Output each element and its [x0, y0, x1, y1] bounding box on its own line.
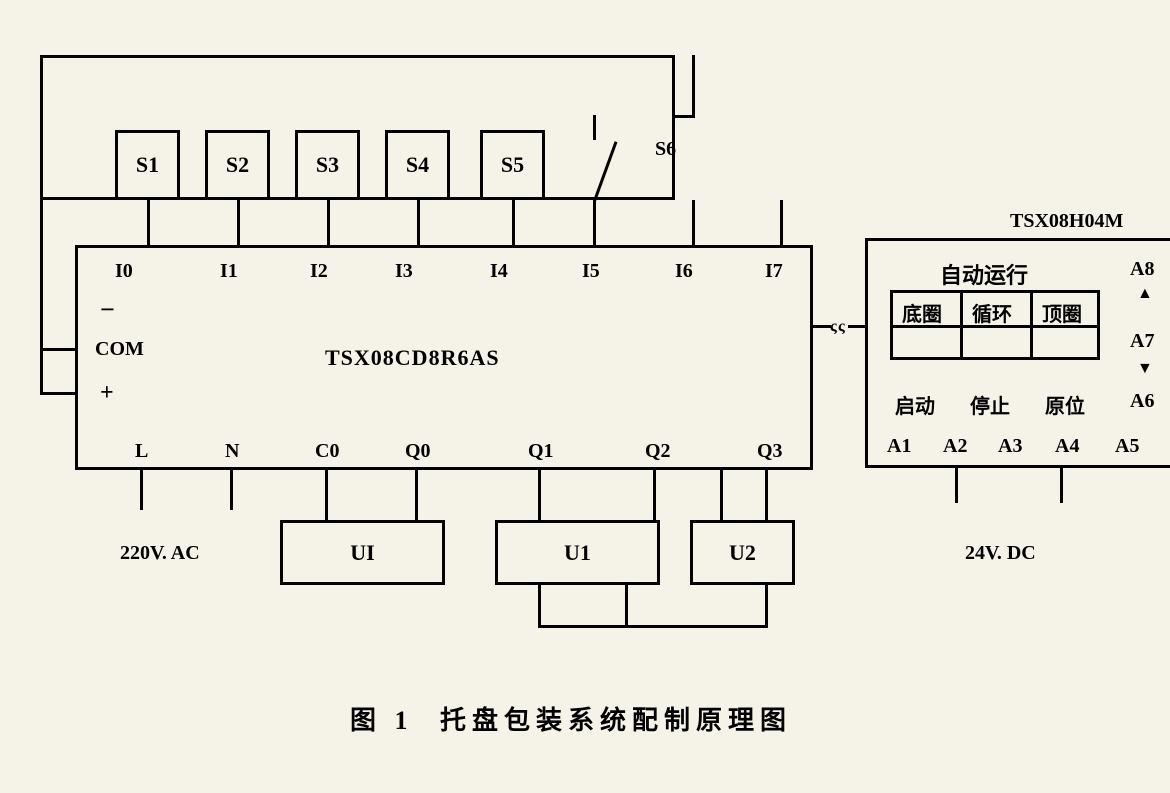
hmi-a3: A3: [998, 435, 1022, 458]
switch-s2: S2: [205, 130, 270, 200]
hmi-a4: A4: [1055, 435, 1079, 458]
switch-s3: S3: [295, 130, 360, 200]
wire: [40, 200, 43, 395]
wire: [230, 470, 233, 510]
plc-input-i6: I6: [675, 260, 693, 283]
table-divider: [1030, 290, 1033, 360]
wire: [538, 470, 541, 520]
diagram-canvas: S1 S2 S3 S4 S5 S6 I0 I1 I2 I3 I4 I5 I6 I…: [20, 20, 1170, 773]
u-label: U1: [564, 540, 591, 566]
hmi-a7: A7: [1130, 330, 1154, 353]
wire: [955, 468, 958, 503]
hmi-inner-2: 循环: [972, 298, 1012, 327]
plc-input-i3: I3: [395, 260, 413, 283]
u-box-ui: UI: [280, 520, 445, 585]
u-label: U2: [729, 540, 756, 566]
hmi-a2: A2: [943, 435, 967, 458]
hmi-a1: A1: [887, 435, 911, 458]
switch-label: S4: [406, 152, 429, 178]
plc-com: COM: [95, 338, 144, 361]
wire: [780, 200, 783, 245]
wire: [417, 200, 420, 245]
wire: [140, 470, 143, 510]
plc-bottom-c0: C0: [315, 440, 339, 463]
wire: [40, 348, 75, 351]
switch-s1: S1: [115, 130, 180, 200]
u-box-u2: U2: [690, 520, 795, 585]
plc-input-i5: I5: [582, 260, 600, 283]
wire: [848, 325, 865, 328]
wire: [625, 585, 628, 625]
wire: [653, 470, 656, 520]
serial-link-icon: ς: [838, 318, 845, 336]
plc-plus: +: [100, 380, 114, 407]
hmi-start: 启动: [895, 390, 935, 419]
wire: [1060, 468, 1063, 503]
serial-link-icon: ς: [830, 318, 837, 336]
hmi-stop: 停止: [970, 390, 1010, 419]
switch-label: S1: [136, 152, 159, 178]
switch-s4: S4: [385, 130, 450, 200]
wire: [692, 55, 695, 115]
switch-s5: S5: [480, 130, 545, 200]
plc-input-i1: I1: [220, 260, 238, 283]
wire: [327, 200, 330, 245]
hmi-home: 原位: [1045, 390, 1085, 419]
plc-bottom-l: L: [135, 440, 148, 463]
plc-input-i2: I2: [310, 260, 328, 283]
wire: [415, 470, 418, 520]
plc-bottom-n: N: [225, 440, 239, 463]
wire: [512, 200, 515, 245]
plc-bottom-q0: Q0: [405, 440, 431, 463]
arrow-up-icon: [1137, 285, 1153, 303]
wire: [593, 200, 596, 245]
plc-input-i0: I0: [115, 260, 133, 283]
wire: [593, 115, 596, 140]
plc-minus: −: [100, 295, 115, 325]
plc-bottom-q3: Q3: [757, 440, 783, 463]
power-dc-label: 24V. DC: [965, 542, 1036, 565]
wire: [237, 200, 240, 245]
plc-model: TSX08CD8R6AS: [325, 345, 500, 371]
wire: [147, 200, 150, 245]
plc-bottom-q1: Q1: [528, 440, 554, 463]
table-divider: [960, 290, 963, 360]
wire: [813, 325, 831, 328]
hmi-auto-run: 自动运行: [940, 258, 1028, 290]
hmi-inner-3: 顶圈: [1042, 298, 1082, 327]
wire: [538, 585, 541, 625]
arrow-down-icon: [1137, 360, 1153, 378]
u-label: UI: [350, 540, 374, 566]
wire: [40, 392, 75, 395]
wire: [538, 625, 768, 628]
hmi-a5: A5: [1115, 435, 1139, 458]
plc-input-i4: I4: [490, 260, 508, 283]
plc-bottom-q2: Q2: [645, 440, 671, 463]
s6-label: S6: [655, 138, 676, 161]
hmi-a6: A6: [1130, 390, 1154, 413]
wire: [720, 470, 723, 520]
switch-label: S3: [316, 152, 339, 178]
u-box-u1: U1: [495, 520, 660, 585]
figure-caption-prefix: 图 1: [350, 700, 414, 737]
hmi-a8: A8: [1130, 258, 1154, 281]
wire: [675, 115, 695, 118]
wire: [765, 585, 768, 625]
wire: [325, 470, 328, 520]
power-ac-label: 220V. AC: [120, 542, 200, 565]
hmi-inner-1: 底圈: [902, 298, 942, 327]
wire: [765, 470, 768, 520]
figure-caption-text: 托盘包装系统配制原理图: [440, 700, 792, 737]
switch-label: S2: [226, 152, 249, 178]
switch-label: S5: [501, 152, 524, 178]
wire: [692, 200, 695, 245]
plc-input-i7: I7: [765, 260, 783, 283]
hmi-model: TSX08H04M: [1010, 210, 1123, 233]
